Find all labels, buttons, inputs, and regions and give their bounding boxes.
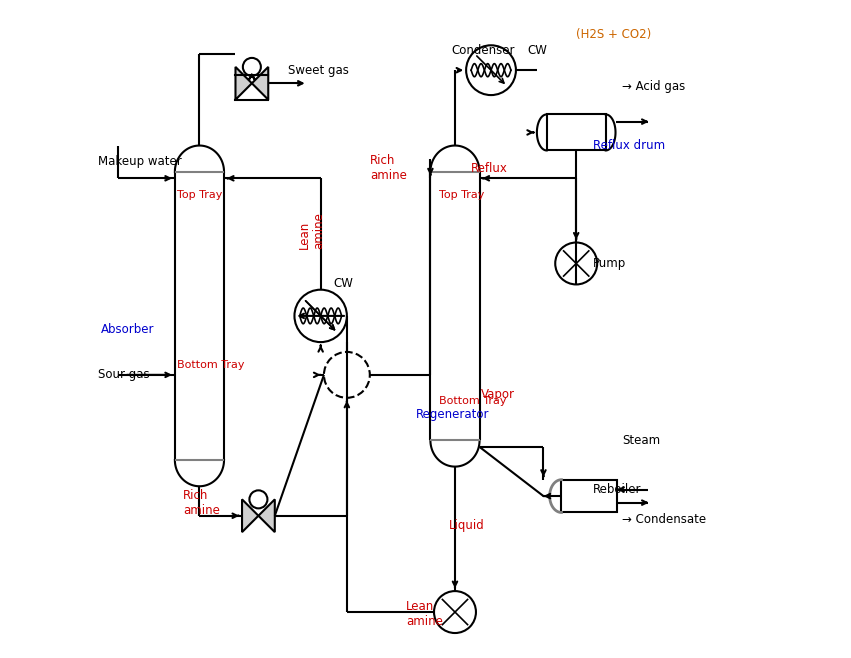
Text: Vapor: Vapor <box>481 388 515 401</box>
Text: (H2S + CO2): (H2S + CO2) <box>576 28 652 41</box>
Text: Pump: Pump <box>592 257 625 270</box>
Polygon shape <box>259 499 275 532</box>
Text: Sour gas: Sour gas <box>98 368 150 382</box>
Text: Reflux: Reflux <box>471 162 508 175</box>
Polygon shape <box>242 499 259 532</box>
Text: Reflux drum: Reflux drum <box>592 139 665 152</box>
Text: Liquid: Liquid <box>448 519 484 532</box>
Text: Sweet gas: Sweet gas <box>288 64 349 77</box>
Text: Bottom Tray: Bottom Tray <box>438 396 506 406</box>
Text: → Acid gas: → Acid gas <box>622 80 685 93</box>
Text: Rich
amine: Rich amine <box>370 155 407 182</box>
Text: Lean
amine: Lean amine <box>298 213 326 249</box>
Text: Bottom Tray: Bottom Tray <box>176 360 244 370</box>
Text: Absorber: Absorber <box>101 322 155 336</box>
Text: CW: CW <box>527 44 547 57</box>
Text: Regenerator: Regenerator <box>415 408 489 420</box>
Text: Rich
amine: Rich amine <box>183 489 220 517</box>
Text: Condenser: Condenser <box>452 44 515 57</box>
Polygon shape <box>236 67 252 99</box>
Text: CW: CW <box>334 276 354 290</box>
Text: Reboiler: Reboiler <box>592 483 641 496</box>
Polygon shape <box>236 75 268 99</box>
Text: Top Tray: Top Tray <box>176 190 222 199</box>
Text: Makeup water: Makeup water <box>98 155 181 168</box>
Text: Lean
amine: Lean amine <box>406 600 443 628</box>
Polygon shape <box>252 67 268 99</box>
Text: Top Tray: Top Tray <box>438 190 484 199</box>
Text: → Condensate: → Condensate <box>622 513 706 526</box>
Text: Steam: Steam <box>622 434 660 447</box>
